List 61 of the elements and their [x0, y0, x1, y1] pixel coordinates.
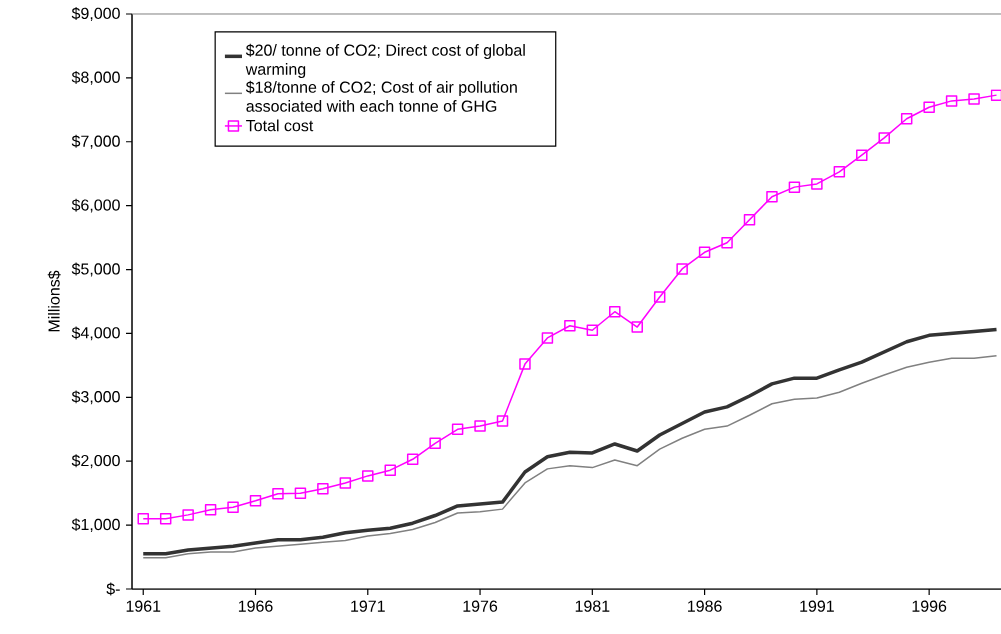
point	[676, 263, 688, 275]
point	[294, 487, 307, 499]
point	[541, 332, 554, 344]
point	[204, 504, 217, 516]
y-tick-label: $4,000	[71, 326, 120, 341]
point	[249, 495, 262, 507]
x-tick-label: 1971	[351, 600, 385, 612]
x-tick-label: 1996	[912, 600, 947, 612]
y-tick-label: $-	[106, 582, 120, 596]
legend-label: $18/tonne of CO2; Cost of air pollution associated with each tonne of GHG	[245, 80, 517, 112]
point	[945, 95, 958, 107]
y-tick-label: $6,000	[71, 198, 120, 213]
point	[653, 291, 666, 303]
point	[811, 178, 823, 190]
point	[900, 113, 913, 125]
point	[339, 477, 352, 489]
point	[923, 101, 935, 114]
point	[474, 420, 486, 432]
point	[317, 482, 329, 495]
y-tick-label: $1,000	[71, 518, 120, 533]
point	[362, 470, 374, 482]
x-tick-label: 1966	[238, 600, 273, 612]
y-tick-label: $8,000	[71, 70, 120, 85]
y-tick-label: $5,000	[71, 262, 120, 277]
x-tick-label: 1961	[126, 600, 161, 612]
point	[182, 509, 194, 521]
point	[159, 512, 172, 525]
legend-label: $20/ tonne of CO2; Direct cost of global warming	[245, 43, 525, 79]
y-tick-label: $9,000	[71, 7, 120, 21]
point	[698, 246, 711, 259]
point	[609, 305, 621, 318]
point	[451, 423, 464, 436]
point	[631, 321, 643, 333]
point	[743, 213, 756, 226]
point	[990, 89, 1001, 101]
x-tick-label: 1976	[463, 600, 498, 612]
point	[968, 93, 980, 105]
point	[878, 132, 890, 144]
point	[721, 236, 733, 249]
point	[833, 166, 846, 178]
point	[856, 149, 868, 161]
y-axis-title: Millions$	[47, 270, 61, 332]
x-tick-label: 1986	[688, 600, 722, 612]
point	[227, 501, 239, 513]
point	[429, 437, 441, 450]
point	[272, 488, 284, 500]
legend-label: Total cost	[246, 119, 314, 132]
point	[766, 190, 778, 203]
point	[384, 464, 396, 476]
point	[519, 358, 531, 370]
y-tick-label: $7,000	[71, 134, 120, 149]
point	[788, 181, 801, 193]
x-tick-label: 1991	[800, 600, 834, 612]
point	[496, 415, 509, 427]
point	[137, 512, 149, 525]
point	[406, 453, 419, 466]
y-tick-label: $2,000	[71, 454, 120, 469]
x-tick-label: 1981	[575, 600, 610, 612]
point	[564, 320, 576, 332]
y-tick-label: $3,000	[71, 390, 120, 405]
point	[586, 324, 599, 336]
